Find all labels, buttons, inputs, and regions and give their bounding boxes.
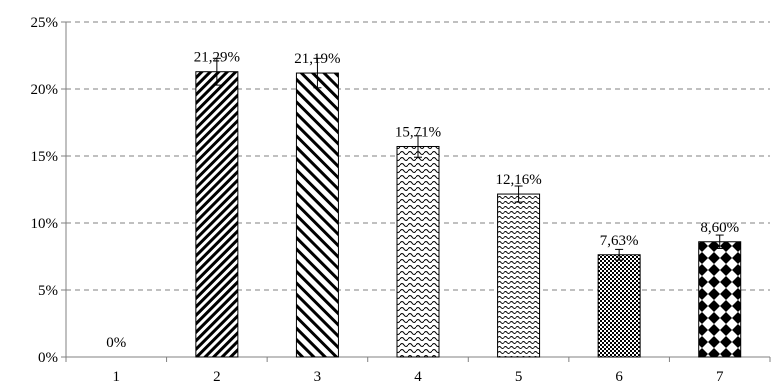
y-tick-label: 15% bbox=[31, 149, 59, 165]
bar-4 bbox=[396, 145, 440, 358]
x-tick-label: 1 bbox=[113, 369, 121, 385]
y-tick-label: 0% bbox=[38, 350, 58, 366]
data-label: 21,29% bbox=[194, 50, 240, 66]
y-tick-label: 25% bbox=[31, 15, 59, 31]
data-label: 7,63% bbox=[600, 233, 639, 249]
y-tick-label: 20% bbox=[31, 82, 59, 98]
data-label: 0% bbox=[106, 335, 126, 351]
data-label: 12,16% bbox=[495, 172, 541, 188]
bar-3 bbox=[295, 72, 339, 358]
y-tick-label: 10% bbox=[31, 216, 59, 232]
bar-2 bbox=[195, 71, 239, 358]
x-tick-label: 2 bbox=[213, 369, 221, 385]
x-tick-label: 6 bbox=[615, 369, 623, 385]
x-tick-label: 5 bbox=[515, 369, 523, 385]
x-tick-label: 3 bbox=[314, 369, 322, 385]
data-label: 21,19% bbox=[294, 51, 340, 67]
x-tick-label: 7 bbox=[716, 369, 724, 385]
bars bbox=[195, 57, 742, 358]
data-label: 8,60% bbox=[700, 220, 739, 236]
labels: 0% 5% 10% 15% 20% 25% 0% 1 21,29% 2 21,19% 3 15,71% 4… bbox=[31, 15, 740, 385]
bar-5 bbox=[497, 193, 541, 358]
bar-6 bbox=[597, 254, 641, 358]
bar-7 bbox=[698, 241, 742, 358]
x-tick-label: 4 bbox=[414, 369, 422, 385]
y-tick-label: 5% bbox=[38, 283, 58, 299]
data-label: 15,71% bbox=[395, 124, 441, 140]
